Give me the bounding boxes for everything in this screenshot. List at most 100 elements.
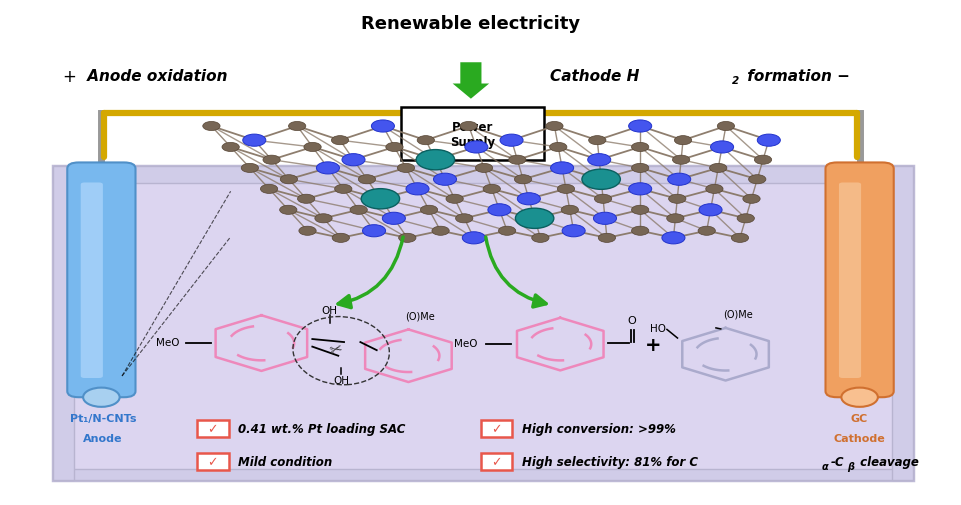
Circle shape — [84, 388, 119, 407]
FancyBboxPatch shape — [401, 108, 544, 161]
Circle shape — [710, 141, 733, 154]
Text: Anode oxidation: Anode oxidation — [82, 69, 227, 84]
Circle shape — [515, 209, 554, 229]
Text: ✓: ✓ — [491, 422, 502, 435]
Circle shape — [397, 164, 414, 173]
Circle shape — [382, 213, 406, 225]
Text: Mild condition: Mild condition — [238, 455, 333, 468]
Text: β: β — [848, 461, 854, 471]
Bar — [892, 167, 913, 480]
Circle shape — [561, 206, 579, 215]
Circle shape — [488, 205, 511, 217]
Circle shape — [263, 156, 281, 165]
Text: cleavage: cleavage — [856, 455, 919, 468]
Circle shape — [589, 136, 606, 145]
Text: (O)Me: (O)Me — [406, 311, 434, 321]
Circle shape — [499, 227, 516, 236]
Circle shape — [749, 175, 766, 184]
Text: (O)Me: (O)Me — [724, 309, 752, 319]
Circle shape — [299, 227, 316, 236]
FancyArrow shape — [453, 63, 489, 99]
Circle shape — [260, 185, 278, 194]
Circle shape — [406, 183, 429, 195]
Circle shape — [420, 206, 437, 215]
Text: OH: OH — [322, 306, 337, 316]
Circle shape — [582, 170, 621, 190]
Text: ✂: ✂ — [329, 340, 344, 359]
Circle shape — [358, 175, 376, 184]
Text: ✓: ✓ — [491, 455, 502, 468]
Circle shape — [460, 122, 478, 131]
FancyBboxPatch shape — [197, 453, 229, 470]
Circle shape — [673, 156, 690, 165]
Circle shape — [456, 214, 473, 223]
Circle shape — [698, 227, 715, 236]
Text: Cathode: Cathode — [833, 433, 885, 443]
Text: O: O — [627, 316, 636, 326]
Text: OH: OH — [333, 375, 349, 385]
Text: High conversion: >99%: High conversion: >99% — [522, 422, 676, 435]
Text: 2: 2 — [732, 76, 740, 86]
Circle shape — [333, 234, 350, 243]
Text: MeO: MeO — [156, 337, 179, 347]
Circle shape — [546, 122, 563, 131]
FancyBboxPatch shape — [480, 420, 512, 437]
Text: Cathode H: Cathode H — [550, 69, 639, 84]
Circle shape — [514, 175, 531, 184]
Circle shape — [361, 189, 400, 210]
Text: α: α — [822, 461, 828, 471]
Text: -C: -C — [830, 455, 844, 468]
Circle shape — [431, 227, 449, 236]
FancyBboxPatch shape — [480, 453, 512, 470]
Circle shape — [298, 195, 315, 204]
Text: formation −: formation − — [742, 69, 850, 84]
Circle shape — [517, 193, 540, 206]
FancyBboxPatch shape — [197, 420, 229, 437]
Circle shape — [465, 141, 488, 154]
Circle shape — [588, 155, 611, 167]
Circle shape — [757, 135, 780, 147]
FancyBboxPatch shape — [53, 167, 913, 480]
Circle shape — [743, 195, 760, 204]
Circle shape — [631, 206, 649, 215]
Circle shape — [731, 234, 749, 243]
Circle shape — [385, 143, 403, 152]
Circle shape — [737, 214, 754, 223]
Circle shape — [551, 163, 574, 175]
Circle shape — [754, 156, 772, 165]
Circle shape — [662, 232, 685, 244]
Circle shape — [531, 234, 549, 243]
Circle shape — [631, 143, 649, 152]
Text: High selectivity: 81% for C: High selectivity: 81% for C — [522, 455, 698, 468]
Circle shape — [288, 122, 306, 131]
Circle shape — [203, 122, 220, 131]
Circle shape — [668, 174, 691, 186]
Circle shape — [667, 214, 684, 223]
Circle shape — [599, 234, 616, 243]
Text: Pt₁/N-CNTs: Pt₁/N-CNTs — [69, 413, 136, 423]
FancyBboxPatch shape — [81, 183, 103, 378]
Circle shape — [550, 143, 567, 152]
Circle shape — [281, 175, 298, 184]
Circle shape — [631, 227, 649, 236]
Circle shape — [332, 136, 349, 145]
FancyBboxPatch shape — [825, 163, 894, 397]
Circle shape — [557, 185, 575, 194]
Circle shape — [562, 225, 585, 237]
Circle shape — [304, 143, 321, 152]
Circle shape — [669, 195, 686, 204]
Circle shape — [699, 205, 722, 217]
Circle shape — [462, 232, 485, 244]
Circle shape — [483, 185, 501, 194]
Circle shape — [371, 121, 394, 133]
Text: Anode: Anode — [83, 433, 123, 443]
Circle shape — [416, 150, 455, 171]
Circle shape — [222, 143, 239, 152]
Circle shape — [243, 135, 266, 147]
Text: ✓: ✓ — [208, 455, 218, 468]
Circle shape — [315, 214, 333, 223]
Circle shape — [476, 164, 493, 173]
Text: 0.41 wt.% Pt loading SAC: 0.41 wt.% Pt loading SAC — [238, 422, 406, 435]
Text: HO: HO — [650, 323, 666, 333]
Circle shape — [594, 213, 617, 225]
